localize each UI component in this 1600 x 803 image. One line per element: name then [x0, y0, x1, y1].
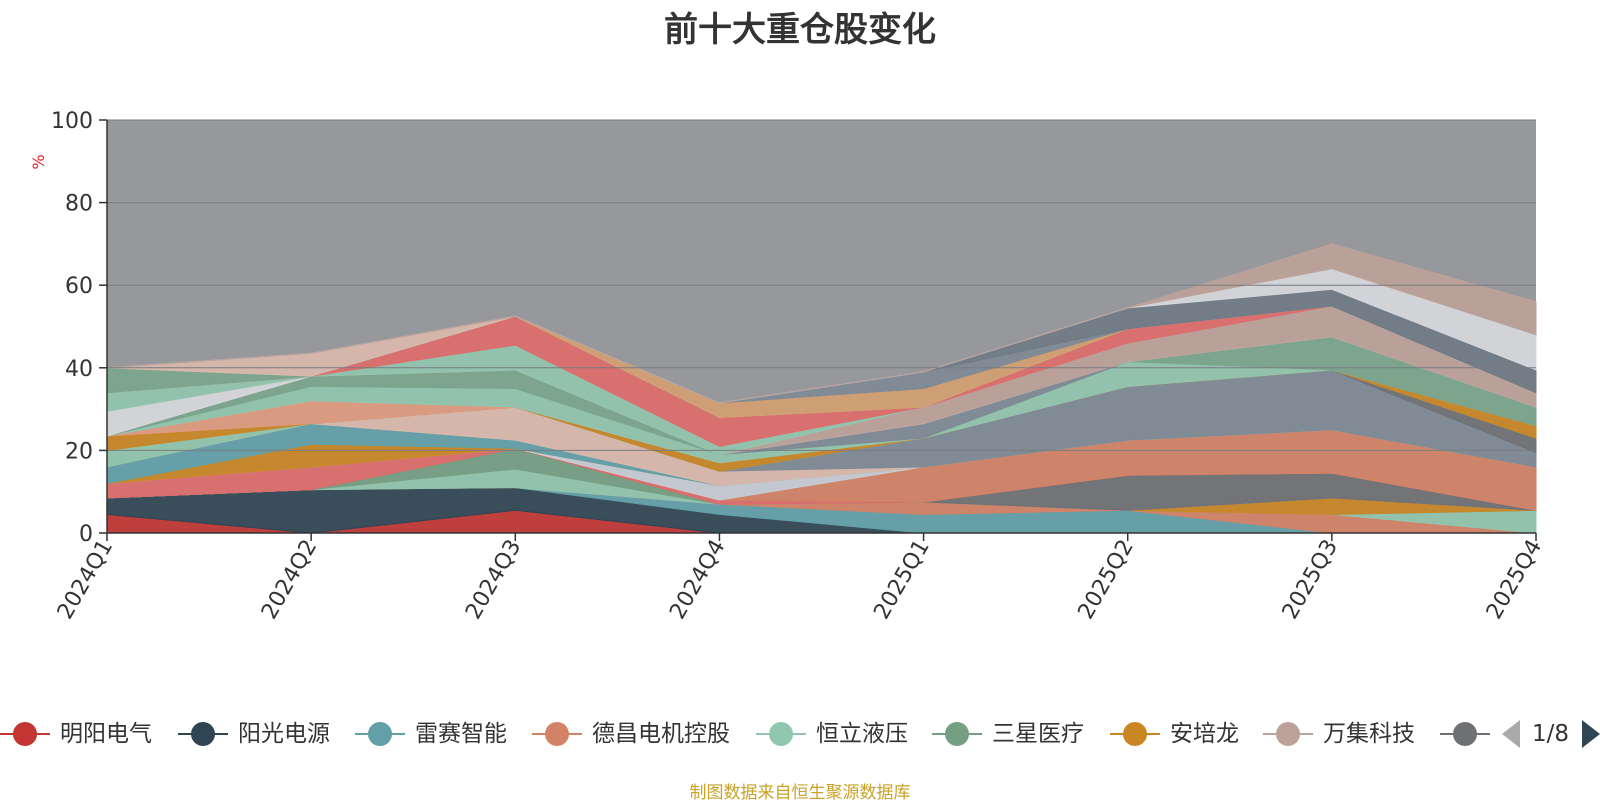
x-tick-label: 2024Q1	[53, 536, 118, 624]
legend-next-icon[interactable]	[1582, 720, 1600, 748]
x-tick-label: 2024Q2	[257, 536, 322, 624]
legend-dot-icon	[1123, 722, 1147, 746]
legend-dot-icon	[368, 722, 392, 746]
y-tick-label: 80	[65, 192, 93, 217]
legend-label: 雷赛智能	[415, 721, 507, 747]
source-footnote: 制图数据来自恒生聚源数据库	[689, 783, 911, 803]
y-axis-label: %	[29, 154, 48, 169]
y-tick-label: 20	[65, 439, 93, 464]
chart-title: 前十大重仓股变化	[664, 10, 936, 50]
legend-dot-icon	[1276, 722, 1300, 746]
x-tick-label: 2025Q1	[869, 536, 934, 624]
legend-dot-icon	[13, 722, 37, 746]
legend-label: 万集科技	[1323, 721, 1415, 747]
y-tick-label: 40	[65, 357, 93, 382]
legend-dot-icon	[545, 722, 569, 746]
x-tick-label: 2024Q3	[461, 536, 526, 624]
y-tick-label: 0	[79, 522, 93, 547]
legend-label: 德昌电机控股	[592, 721, 730, 747]
legend-dot-icon	[191, 722, 215, 746]
area-series-33[interactable]	[106, 243, 1537, 404]
legend-dot-icon	[769, 722, 793, 746]
x-tick-label: 2025Q3	[1278, 536, 1343, 624]
legend-dot-icon	[1453, 722, 1477, 746]
y-tick-label: 60	[65, 274, 93, 299]
x-tick-label: 2025Q2	[1074, 536, 1139, 624]
legend-page-indicator: 1/8	[1532, 721, 1570, 747]
legend-label: 三星医疗	[992, 721, 1084, 747]
legend-label: 阳光电源	[238, 721, 330, 747]
legend-label: 安培龙	[1170, 721, 1239, 747]
legend: 明阳电气 阳光电源 雷赛智能 德昌电机控股 恒立液压 三星医疗 安培龙 万集科技	[0, 716, 1600, 752]
legend-label: 明阳电气	[60, 721, 152, 747]
x-tick-label: 2024Q4	[665, 536, 730, 624]
grid-lines	[107, 119, 1536, 451]
legend-pager: 1/8	[1498, 716, 1600, 752]
x-tick-label: 2025Q4	[1482, 536, 1547, 624]
legend-dot-icon	[945, 722, 969, 746]
legend-prev-icon[interactable]	[1502, 720, 1520, 748]
area-series-group	[106, 243, 1537, 534]
y-tick-label: 100	[51, 109, 93, 134]
legend-label: 恒立液压	[816, 721, 908, 747]
